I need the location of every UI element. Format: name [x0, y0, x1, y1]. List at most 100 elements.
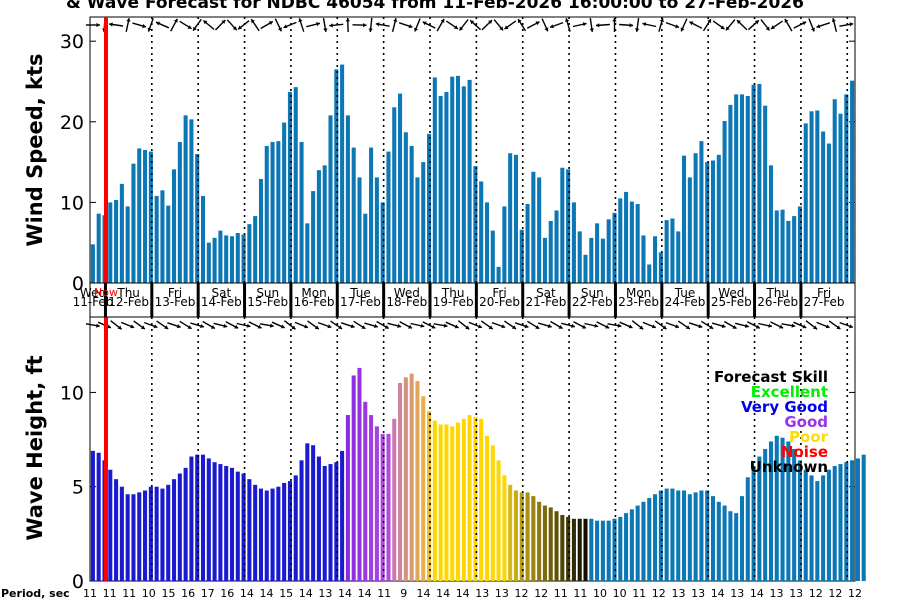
wave-bar	[415, 381, 420, 581]
period-value: 11	[554, 587, 568, 600]
wave-bar	[386, 433, 391, 581]
wind-direction-arrowhead	[298, 18, 303, 23]
wave-bar	[705, 490, 710, 581]
wind-bar	[693, 153, 698, 283]
wave-bar	[380, 433, 385, 581]
wave-bar	[850, 460, 855, 581]
period-value: 14	[417, 587, 431, 600]
wind-bar	[722, 120, 727, 283]
day-of-week-label: Fri	[492, 286, 506, 300]
wave-bar	[403, 377, 408, 581]
wind-direction-arrowhead	[109, 22, 113, 27]
day-date-label: 27-Feb	[804, 295, 845, 309]
period-value: 13	[730, 587, 744, 600]
wave-bar	[682, 490, 687, 581]
wave-bar	[768, 441, 773, 581]
wave-bar	[200, 454, 206, 581]
wind-direction-arrowhead	[368, 28, 373, 32]
period-value: 14	[436, 587, 450, 600]
wave-direction-arrowhead	[802, 324, 807, 329]
wave-bar	[826, 469, 831, 581]
wind-bar	[148, 151, 153, 283]
wind-direction-arrowhead	[156, 21, 160, 26]
wind-bar	[189, 119, 194, 284]
period-value: 13	[770, 587, 784, 600]
wind-bar	[131, 163, 136, 283]
wind-bar	[542, 237, 547, 283]
wind-direction-arrowhead	[582, 22, 587, 27]
wind-bar	[606, 219, 611, 283]
wave-direction-arrowhead	[558, 325, 563, 329]
wave-direction-arrowhead	[117, 325, 122, 330]
wave-bar	[212, 462, 217, 581]
wind-bar	[577, 231, 582, 283]
wind-bar	[705, 162, 710, 283]
wave-bar	[392, 418, 397, 581]
wave-direction-arrowhead	[153, 324, 158, 329]
day-date-label: 24-Feb	[665, 295, 706, 309]
wave-bar	[154, 486, 159, 581]
wave-bar	[635, 505, 640, 581]
day-date-label: 19-Feb	[433, 295, 474, 309]
wind-bar	[345, 115, 350, 283]
wind-direction-arrowhead	[504, 25, 509, 30]
wave-direction-arrowhead	[361, 325, 366, 329]
wind-bar	[125, 206, 130, 283]
wave-bar	[299, 460, 304, 581]
wind-bar	[629, 201, 634, 283]
wave-direction-arrowhead	[721, 323, 726, 329]
wave-direction-arrowhead	[304, 324, 308, 329]
period-value: 10	[593, 587, 607, 600]
wave-direction-arrowhead	[768, 323, 772, 328]
wave-bar	[774, 435, 779, 581]
wind-speed-panel: 0 10 20 30	[60, 16, 856, 295]
wind-bar	[172, 169, 177, 283]
wind-bar	[647, 264, 652, 283]
period-value: 11	[573, 587, 587, 600]
wind-ytick-label: 10	[60, 192, 84, 214]
wind-bar	[166, 205, 171, 283]
wind-direction-arrowhead	[126, 18, 131, 22]
wave-bar	[566, 516, 571, 581]
wind-bar	[282, 122, 287, 283]
period-value: 16	[181, 587, 195, 600]
wind-bar	[809, 111, 814, 283]
wave-direction-arrowhead	[454, 324, 459, 329]
wind-direction-arrowhead	[849, 22, 854, 27]
wind-direction-arrowhead	[96, 22, 100, 28]
wave-bar	[861, 454, 866, 581]
wind-direction-arrowhead	[187, 25, 192, 29]
wave-bar	[508, 484, 513, 581]
wave-direction-arrowhead	[246, 323, 251, 328]
wind-bar	[415, 177, 420, 283]
wind-direction-arrowhead	[193, 26, 197, 31]
wind-bar	[821, 131, 826, 283]
wind-bar	[96, 213, 101, 283]
wind-bar	[369, 147, 374, 283]
day-date-label: 16-Feb	[294, 295, 335, 309]
legend-unknown: Unknown	[750, 458, 828, 476]
wind-direction-arrowhead	[147, 27, 152, 32]
now-marker-label: Now	[94, 286, 118, 299]
wave-ytick-label: 5	[72, 477, 84, 499]
wind-bar	[403, 132, 408, 283]
wave-direction-arrowhead	[813, 325, 818, 330]
wind-direction-arrowhead	[635, 28, 640, 32]
period-value: 11	[632, 587, 646, 600]
wind-bar	[398, 93, 403, 283]
wave-bar	[519, 492, 524, 581]
period-value: 14	[240, 587, 254, 600]
wave-bar	[612, 518, 617, 581]
wind-bar	[618, 198, 623, 283]
wave-bar	[270, 488, 275, 581]
wind-bar	[763, 105, 768, 283]
wind-direction-arrowhead	[629, 23, 634, 28]
period-value: 12	[848, 587, 862, 600]
wave-direction-arrowhead	[164, 325, 169, 329]
wave-bar	[467, 415, 472, 581]
wind-direction-arrowhead	[612, 18, 617, 22]
wave-bar	[589, 518, 594, 581]
wind-bar	[114, 199, 119, 283]
wave-direction-arrowhead	[478, 324, 482, 329]
